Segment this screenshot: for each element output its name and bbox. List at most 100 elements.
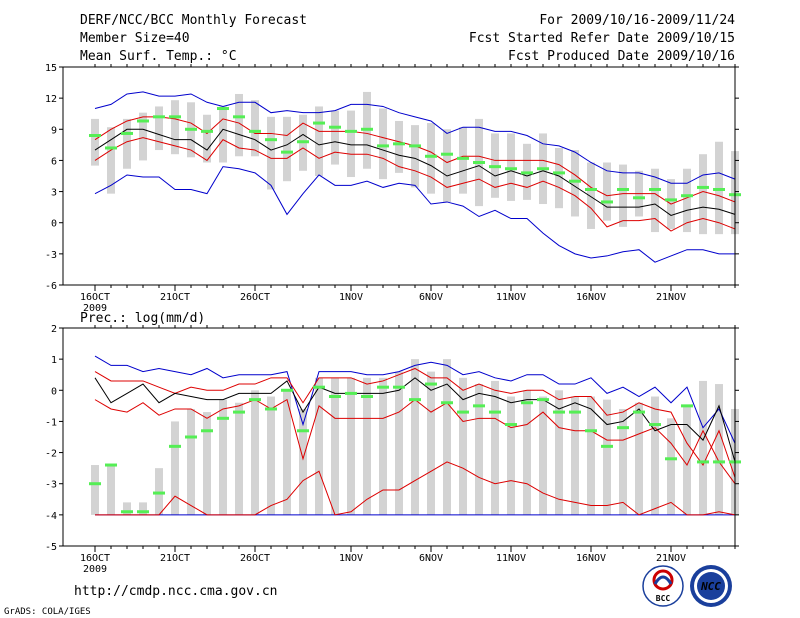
prec-box-20 <box>411 359 419 515</box>
prec-median-0 <box>89 482 101 486</box>
member-size-label: Member Size=40 <box>80 31 190 46</box>
temp-median-10 <box>249 129 261 133</box>
temp-box-7 <box>203 114 211 163</box>
prec-ytick-label-5: -3 <box>45 480 57 491</box>
prec-xtick-label-5: 11NOV <box>496 553 526 564</box>
prec-xtick-label-0: 16OCT <box>80 553 110 564</box>
temp-median-16 <box>345 129 357 133</box>
temp-box-21 <box>427 123 435 194</box>
temp-median-37 <box>681 194 693 198</box>
temp-median-36 <box>665 198 677 202</box>
temp-median-9 <box>233 115 245 119</box>
prec-year-label: 2009 <box>83 564 107 575</box>
prec-box-30 <box>571 396 579 515</box>
temp-box-14 <box>315 106 323 176</box>
prec-box-21 <box>427 371 435 515</box>
temp-box-15 <box>331 110 339 165</box>
temp-median-11 <box>265 138 277 142</box>
prec-member-lower <box>95 461 736 516</box>
bcc-logo: BCC <box>642 565 684 607</box>
temp-ytick-label-0: 15 <box>45 63 57 74</box>
temp-box-37 <box>683 168 691 233</box>
prec-median-3 <box>137 510 149 514</box>
temp-median-20 <box>409 144 421 148</box>
prec-box-22 <box>443 359 451 515</box>
prec-median-12 <box>281 388 293 392</box>
prec-median-32 <box>601 444 613 448</box>
refer-date: Fcst Started Refer Date 2009/10/15 <box>469 31 735 46</box>
temp-ytick-label-5: 0 <box>51 219 57 230</box>
prec-median-23 <box>457 410 469 414</box>
temp-xtick-label-0: 16OCT <box>80 292 110 303</box>
prec-box-39 <box>715 384 723 515</box>
prec-box-31 <box>587 396 595 515</box>
prec-box-0 <box>91 465 99 515</box>
prec-box-24 <box>475 384 483 515</box>
temp-box-39 <box>715 141 723 235</box>
source-url[interactable]: http://cmdp.ncc.cma.gov.cn <box>74 584 278 599</box>
temp-box-8 <box>219 106 227 163</box>
grads-credit: GrADS: COLA/IGES <box>4 607 91 617</box>
temp-median-3 <box>137 119 149 123</box>
prec-median-25 <box>489 410 501 414</box>
prec-median-5 <box>169 444 181 448</box>
temp-median-33 <box>617 187 629 191</box>
temp-box-4 <box>155 106 163 151</box>
temp-median-35 <box>649 187 661 191</box>
prec-median-18 <box>377 385 389 389</box>
prec-median-21 <box>425 382 437 386</box>
prec-box-19 <box>395 371 403 515</box>
temp-box-23 <box>459 127 467 194</box>
ncc-logo-text: NCC <box>700 580 721 593</box>
temp-median-22 <box>441 152 453 156</box>
temp-median-14 <box>313 121 325 125</box>
prec-median-34 <box>633 410 645 414</box>
temp-spread-lower <box>94 137 736 232</box>
prec-median-11 <box>265 407 277 411</box>
temp-median-8 <box>217 107 229 111</box>
prec-box-23 <box>459 377 467 515</box>
temp-ytick-label-2: 9 <box>51 125 57 136</box>
prec-box-13 <box>299 408 307 515</box>
temp-ytick-label-3: 6 <box>51 156 57 167</box>
temp-median-6 <box>185 127 197 131</box>
temp-ytick-label-1: 12 <box>45 94 57 105</box>
prec-box-12 <box>283 390 291 515</box>
temp-median-23 <box>457 156 469 160</box>
temp-box-2 <box>123 118 131 169</box>
prec-xtick-label-4: 6NOV <box>419 553 443 564</box>
temp-ytick-label-6: -3 <box>45 250 57 261</box>
precip-variable-label: Prec.: log(mm/d) <box>80 311 205 326</box>
temp-median-24 <box>473 161 485 165</box>
temp-box-9 <box>235 93 243 157</box>
prec-median-36 <box>665 457 677 461</box>
temp-median-15 <box>329 125 341 129</box>
prec-median-6 <box>185 435 197 439</box>
temp-envelope-upper <box>94 91 736 184</box>
prec-median-24 <box>473 404 485 408</box>
temp-median-27 <box>521 171 533 175</box>
prec-median-38 <box>697 460 709 464</box>
prec-box-34 <box>635 402 643 515</box>
prec-box-32 <box>603 399 611 515</box>
temp-box-32 <box>603 162 611 221</box>
prec-ytick-label-4: -2 <box>45 449 57 460</box>
prec-xtick-label-6: 16NOV <box>576 553 606 564</box>
temp-median-34 <box>633 196 645 200</box>
prec-box-17 <box>363 377 371 515</box>
temp-xtick-label-7: 21NOV <box>656 292 686 303</box>
temp-median-18 <box>377 144 389 148</box>
prec-box-29 <box>555 390 563 515</box>
prec-median-29 <box>553 410 565 414</box>
prec-xtick-label-3: 1NOV <box>339 553 363 564</box>
temp-year-label: 2009 <box>83 303 107 314</box>
temp-box-18 <box>379 108 387 180</box>
prec-ytick-label-0: 2 <box>51 324 57 335</box>
temp-median-5 <box>169 115 181 119</box>
prec-xtick-label-2: 26OCT <box>240 553 270 564</box>
temp-box-38 <box>699 154 707 235</box>
prec-median-1 <box>105 463 117 467</box>
temp-median-25 <box>489 165 501 169</box>
temp-ytick-label-4: 3 <box>51 188 57 199</box>
variable-label: Mean Surf. Temp.: °C <box>80 49 237 64</box>
